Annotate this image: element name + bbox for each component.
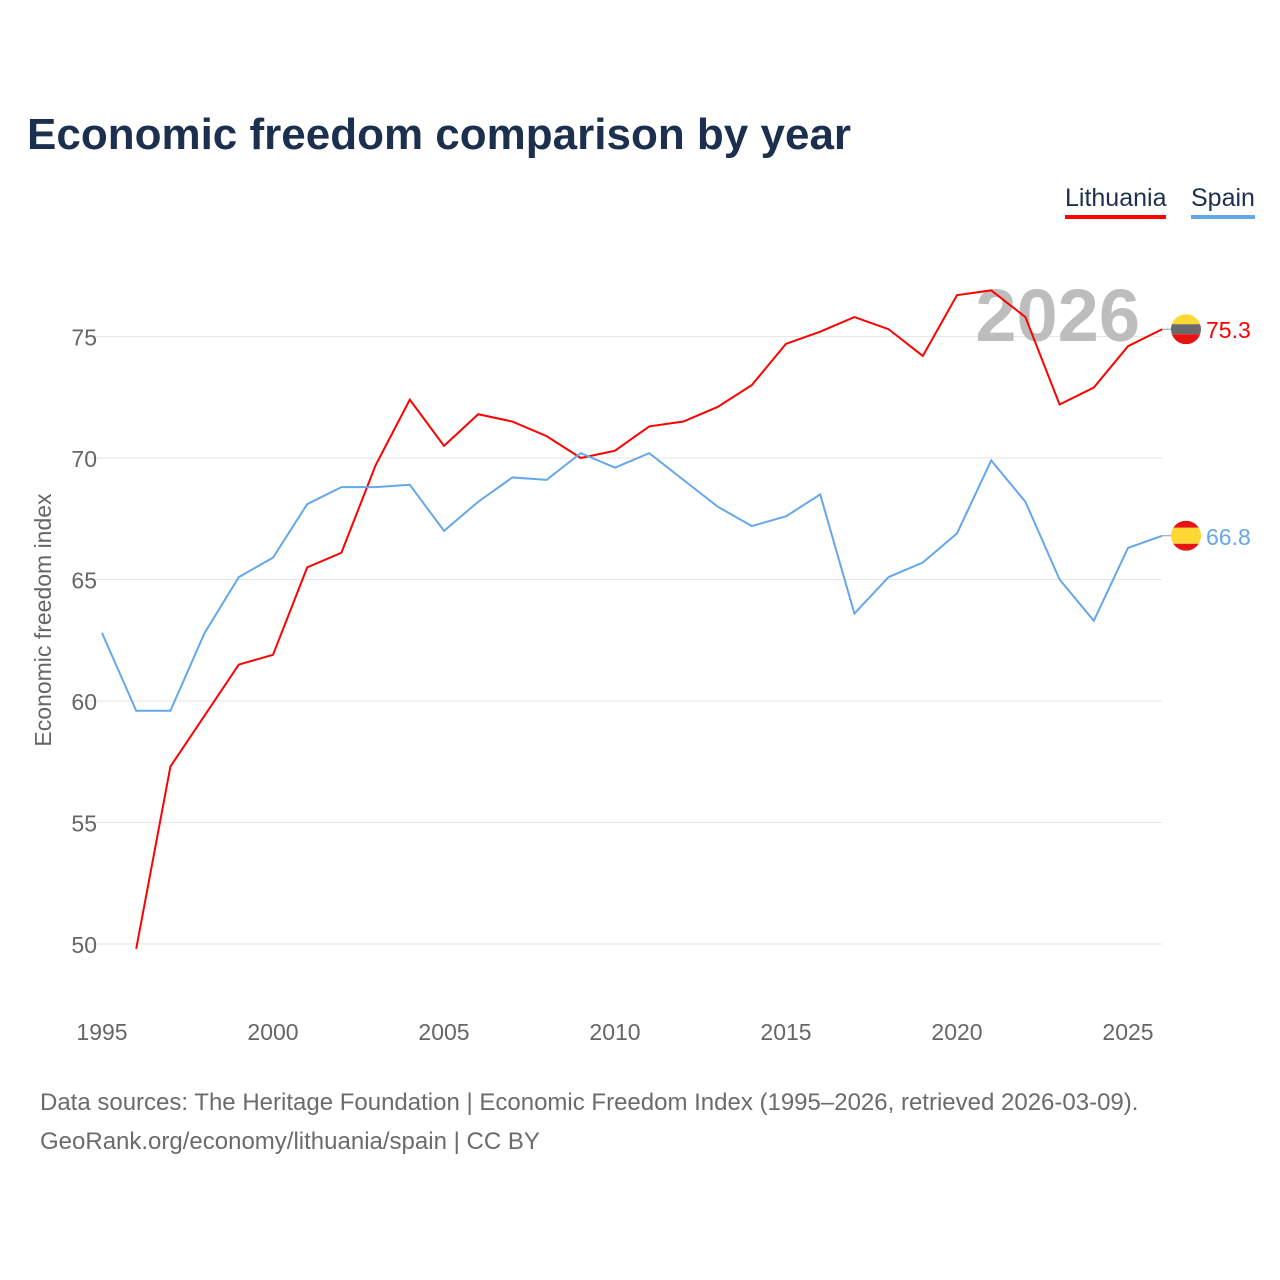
plot-area: 50 55 60 65 70 75 1995 2000 2005 2010 2015 2020 2025… bbox=[30, 274, 1251, 1045]
y-tick-label: 60 bbox=[71, 689, 97, 715]
flag-icon bbox=[1171, 527, 1201, 544]
y-tick-label: 75 bbox=[71, 325, 97, 351]
legend-spain[interactable]: Spain bbox=[1191, 184, 1255, 219]
x-tick-label: 2010 bbox=[589, 1019, 640, 1045]
footer-link[interactable]: GeoRank.org/economy/lithuania/spain | CC… bbox=[40, 1128, 540, 1155]
flag-icon bbox=[1171, 314, 1201, 325]
x-tick-label: 2020 bbox=[931, 1019, 982, 1045]
x-tick-label: 1995 bbox=[76, 1019, 127, 1045]
x-tick-label: 2000 bbox=[247, 1019, 298, 1045]
chart-title: Economic freedom comparison by year bbox=[27, 110, 852, 159]
x-tick-label: 2025 bbox=[1102, 1019, 1153, 1045]
x-tick-label: 2005 bbox=[418, 1019, 469, 1045]
end-value-label: 66.8 bbox=[1206, 524, 1251, 550]
flag-icon bbox=[1171, 324, 1201, 335]
year-watermark: 2026 bbox=[975, 274, 1140, 357]
series-line-spain bbox=[101, 451, 1163, 712]
legend-lithuania[interactable]: Lithuania bbox=[1065, 184, 1167, 219]
footer-sources: Data sources: The Heritage Foundation | … bbox=[40, 1089, 1139, 1116]
flag-icon bbox=[1171, 520, 1201, 528]
flag-icon bbox=[1171, 334, 1201, 345]
y-tick-label: 70 bbox=[71, 446, 97, 472]
y-tick-label: 55 bbox=[71, 811, 97, 837]
y-tick-label: 65 bbox=[71, 568, 97, 594]
y-axis-label: Economic freedom index bbox=[30, 493, 56, 747]
y-tick-label: 50 bbox=[71, 932, 97, 958]
series-line-lithuania bbox=[135, 289, 1163, 950]
end-value-label: 75.3 bbox=[1206, 317, 1251, 343]
x-tick-label: 2015 bbox=[760, 1019, 811, 1045]
flag-icon bbox=[1171, 543, 1201, 551]
